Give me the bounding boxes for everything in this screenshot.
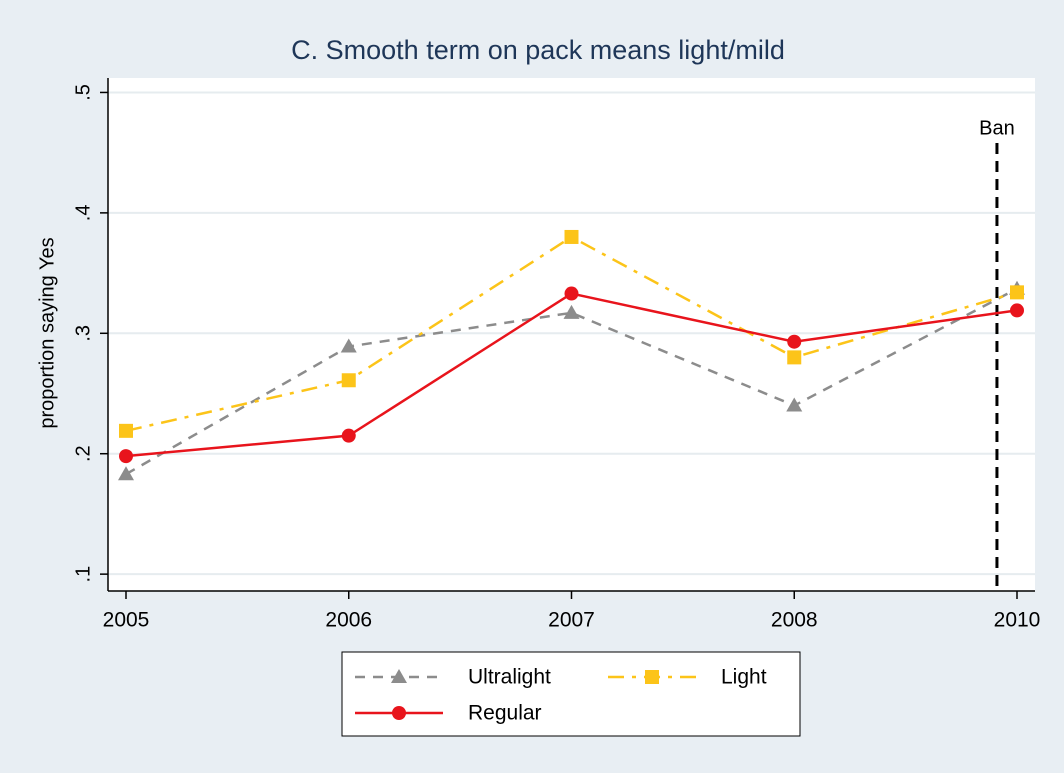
x-tick-label: 2006 — [325, 609, 372, 632]
legend-marker — [645, 670, 659, 684]
data-point — [1010, 303, 1024, 318]
data-point — [119, 449, 133, 464]
y-tick-label: .5 — [72, 84, 94, 101]
data-point — [341, 373, 356, 388]
x-tick-label: 2005 — [103, 609, 150, 632]
data-point — [787, 350, 802, 365]
legend — [341, 651, 801, 737]
chart-title: C. Smooth term on pack means light/mild — [291, 35, 785, 65]
x-tick-label: 2007 — [548, 609, 595, 632]
x-tick-label: 2008 — [771, 609, 818, 632]
legend-marker — [391, 669, 407, 683]
data-point — [786, 397, 803, 412]
data-point — [787, 334, 802, 349]
y-tick-label: .2 — [72, 445, 94, 462]
legend-label: Ultralight — [468, 666, 551, 689]
legend-label: Light — [721, 666, 767, 689]
legend-marker — [392, 706, 406, 720]
y-axis-title: proportion saying Yes — [36, 237, 58, 428]
annotation-label: Ban — [979, 117, 1015, 139]
series-line — [125, 287, 1018, 476]
y-tick-label: .1 — [72, 566, 94, 583]
y-tick-label: .3 — [72, 325, 94, 342]
data-point — [564, 286, 579, 301]
plot-area — [108, 78, 1035, 591]
legend-label: Regular — [468, 702, 542, 725]
data-point — [563, 304, 580, 319]
data-point — [341, 428, 356, 443]
data-point — [340, 338, 357, 353]
data-point — [564, 229, 579, 244]
x-tick-label: 2010 — [994, 609, 1041, 632]
y-tick-label: .4 — [72, 205, 94, 222]
data-point — [1010, 285, 1024, 300]
data-point — [118, 466, 134, 481]
data-point — [119, 423, 133, 438]
